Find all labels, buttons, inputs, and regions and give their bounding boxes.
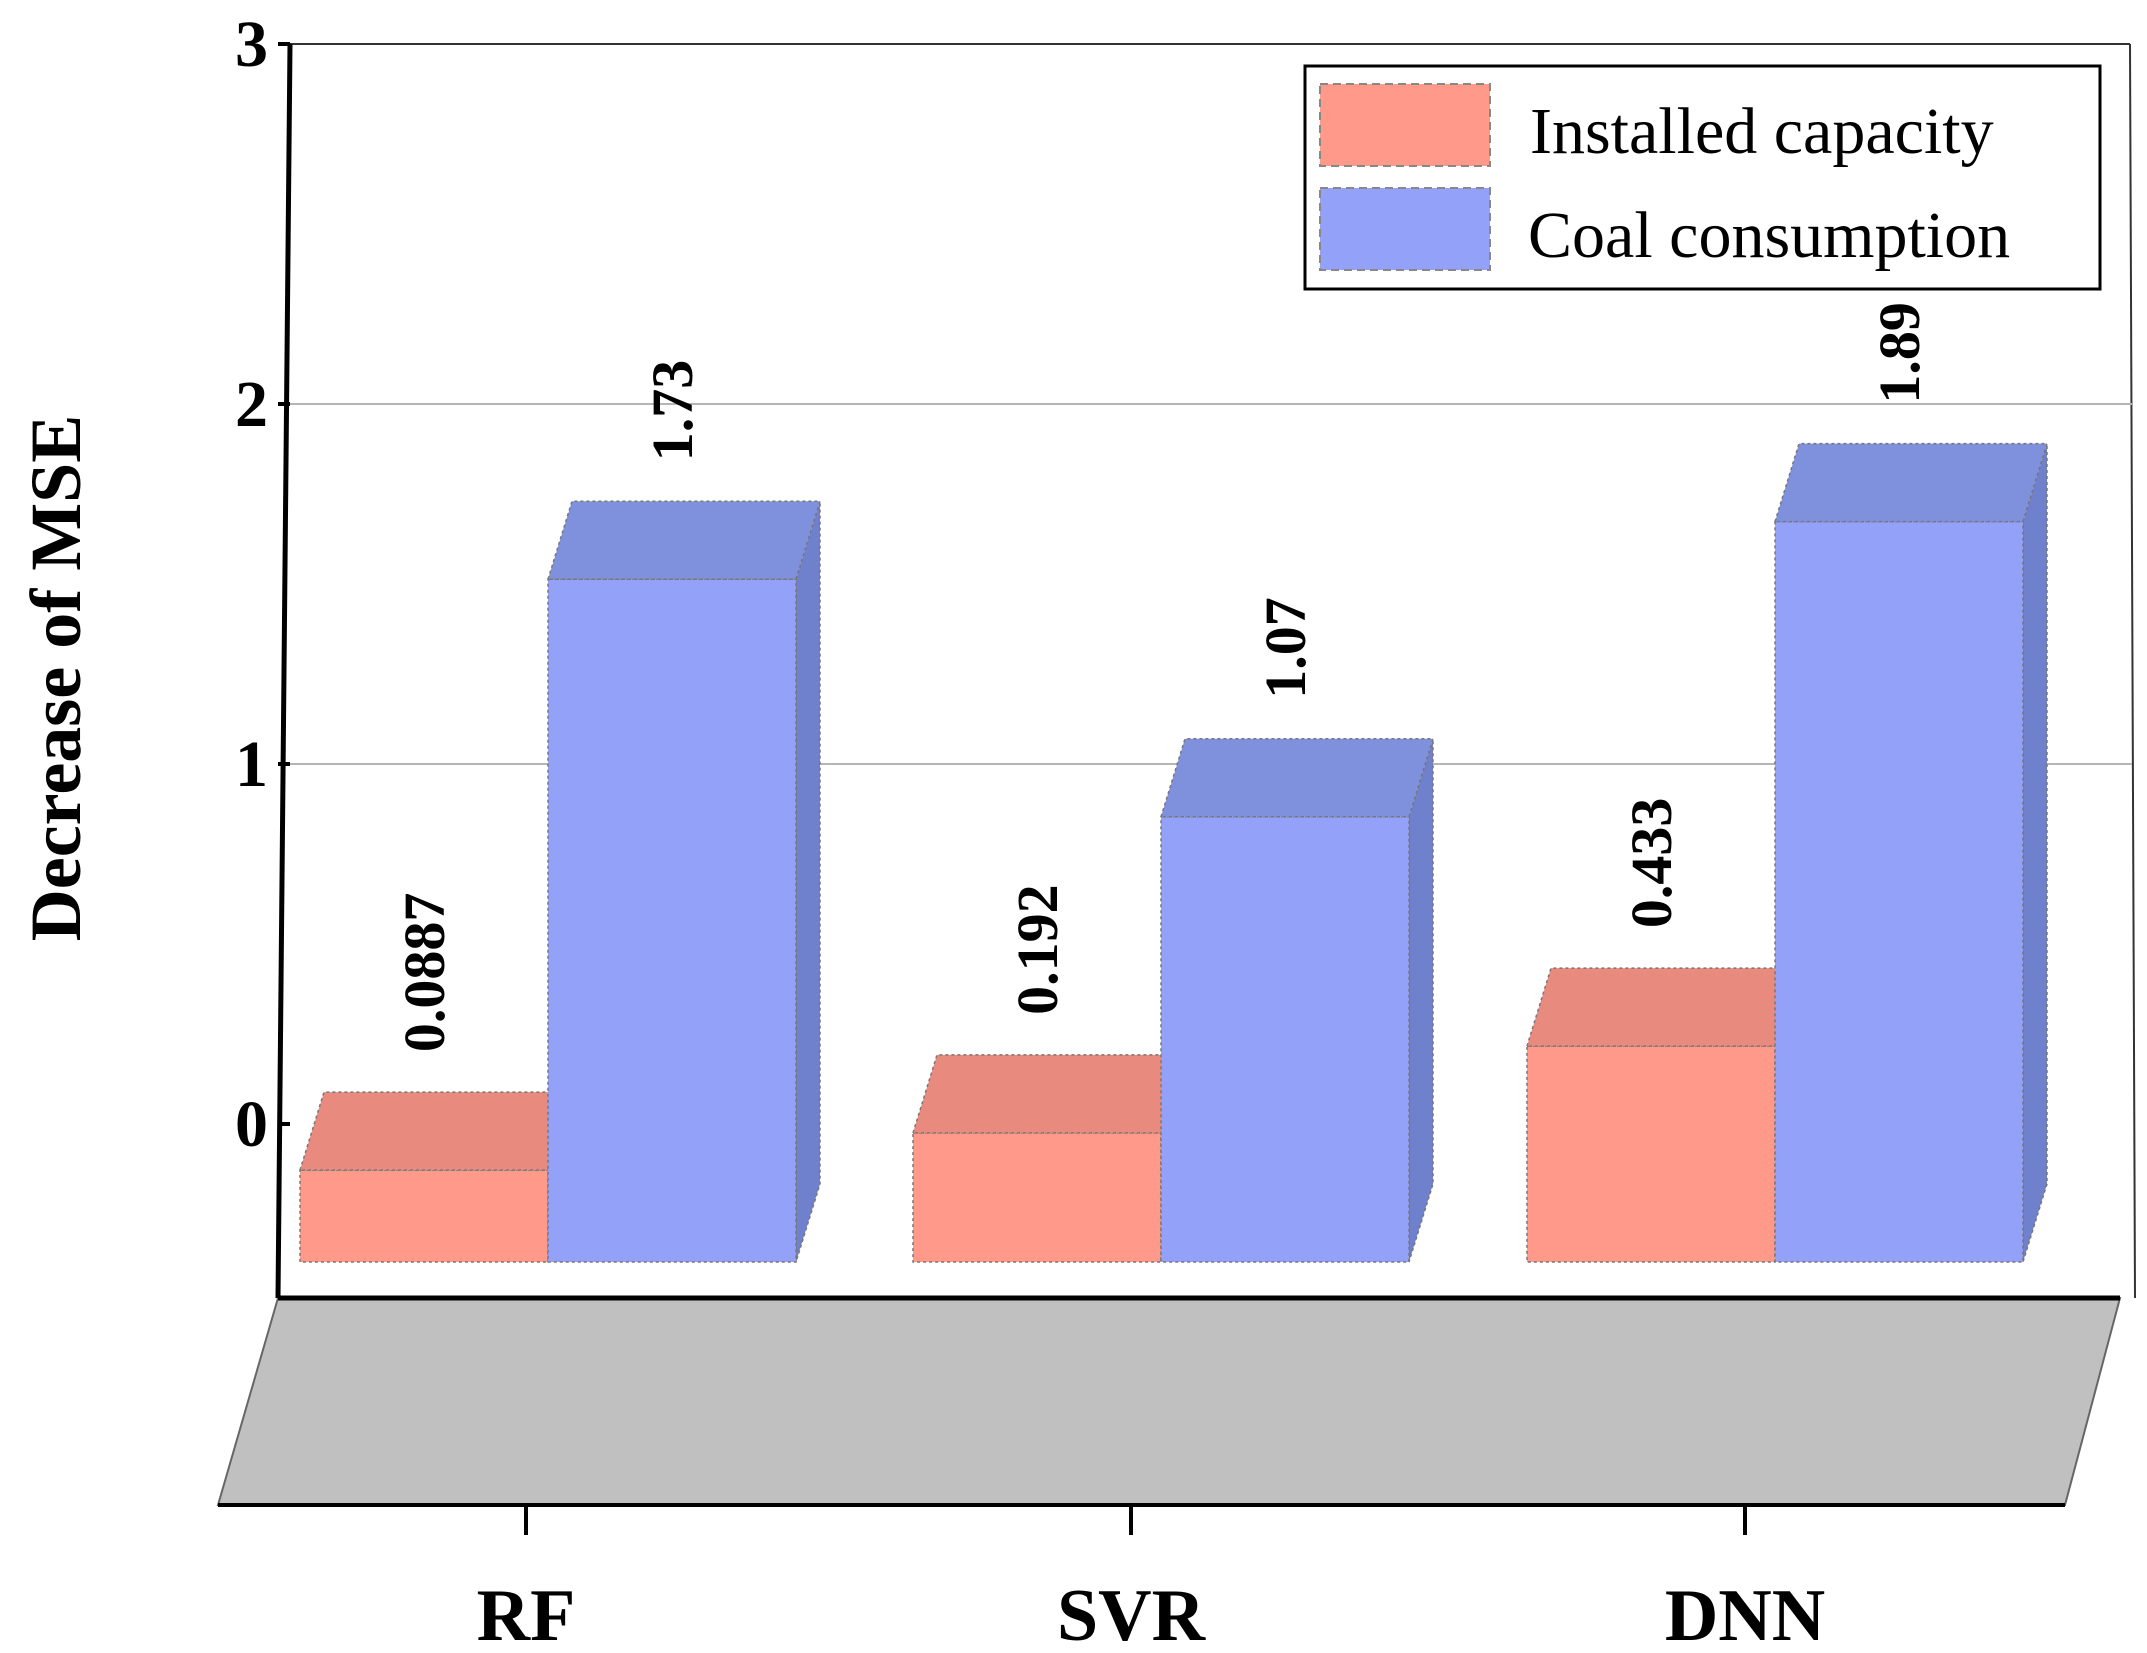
- x-tick-label: SVR: [1057, 1575, 1207, 1653]
- bar-top-face: [1525, 967, 1801, 1047]
- chart-legend: Installed capacity Coal consumption: [1303, 64, 2102, 291]
- chart-labels-layer: 0.0887 0.192 0.433 1.73 1.07 1.89: [392, 302, 1932, 1052]
- bar-svr-installed-capacity: [911, 1054, 1187, 1263]
- bar-top-face: [1159, 738, 1435, 818]
- y-tick-label: 2: [235, 368, 268, 441]
- legend-label-coal-consumption: Coal consumption: [1528, 199, 2010, 272]
- y-tick-label: 1: [235, 728, 268, 801]
- bar-top-face: [911, 1054, 1187, 1134]
- bar-top-face: [1773, 442, 2049, 523]
- bar-top-face: [546, 500, 822, 580]
- bar-front-face: [547, 578, 797, 1263]
- bar-front-face: [299, 1169, 549, 1263]
- chart-floor: [216, 1297, 2122, 1506]
- bar-dnn-installed-capacity: [1525, 967, 1801, 1263]
- chart-axis-layer: 0 1 2 3 RF SVR DNN: [235, 8, 1825, 1653]
- bar-value-label: 0.433: [1619, 798, 1684, 929]
- bar-top-face: [298, 1091, 574, 1171]
- bar-side-face: [795, 500, 821, 1263]
- chart-floor-layer: [216, 1295, 2122, 1507]
- bar-svr-coal-consumption: [1159, 738, 1435, 1263]
- bar-front-face: [1160, 816, 1410, 1263]
- y-axis-line: [275, 43, 293, 1299]
- wall-right-edge: [2129, 43, 2136, 1299]
- legend-label-installed-capacity: Installed capacity: [1530, 95, 1994, 168]
- bar-front-face: [1526, 1045, 1776, 1263]
- bar-value-label: 0.0887: [392, 893, 457, 1053]
- legend-swatch-installed-capacity: [1319, 83, 1491, 167]
- y-tick-label: 3: [235, 8, 268, 81]
- y-axis-title: Decrease of MSE: [16, 415, 96, 942]
- bar-side-face: [1408, 738, 1434, 1263]
- bar-value-label: 1.07: [1253, 597, 1318, 699]
- bar-rf-coal-consumption: [546, 500, 822, 1263]
- bar-side-face: [2022, 443, 2048, 1263]
- legend-swatch-coal-consumption: [1319, 187, 1491, 271]
- bar-value-label: 1.73: [640, 360, 705, 462]
- bar-front-face: [912, 1132, 1162, 1263]
- chart-bars-layer: [298, 442, 2049, 1263]
- bar-dnn-coal-consumption: [1773, 442, 2049, 1263]
- x-tick-label: DNN: [1665, 1575, 1825, 1653]
- bar-value-label: 0.192: [1005, 884, 1070, 1015]
- bar-front-face: [1774, 520, 2024, 1263]
- y-tick-label: 0: [235, 1088, 268, 1161]
- bar-value-label: 1.89: [1867, 302, 1932, 404]
- x-tick-label: RF: [477, 1575, 576, 1653]
- bar-rf-installed-capacity: [298, 1091, 574, 1263]
